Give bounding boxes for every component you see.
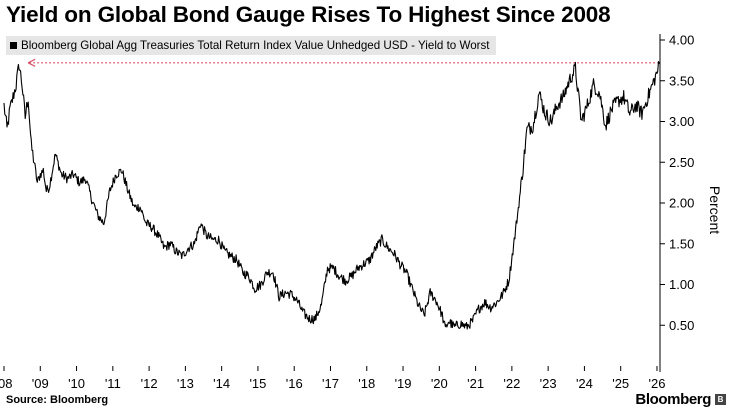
y-tick-label: 2.00: [669, 196, 694, 211]
y-tick-label: 4.00: [669, 33, 694, 48]
source-note: Source: Bloomberg: [6, 394, 109, 406]
brand-text: Bloomberg: [635, 391, 711, 408]
x-tick-label: '19: [395, 376, 412, 391]
y-axis: 4.00 3.50 3.00 2.50 2.00 1.50 1.00 0.50: [659, 33, 694, 372]
y-tick-label: 3.50: [669, 73, 694, 88]
x-tick-label: '09: [32, 376, 49, 391]
series-line: [3, 61, 661, 330]
x-tick-label: '17: [322, 376, 339, 391]
x-tick-label: '14: [213, 376, 230, 391]
y-tick-label: 1.50: [669, 236, 694, 251]
legend-label: Bloomberg Global Agg Treasuries Total Re…: [21, 39, 490, 52]
x-tick-label: '18: [358, 376, 375, 391]
x-tick-label: '24: [576, 376, 593, 391]
bloomberg-icon: B: [715, 394, 726, 405]
x-tick-label: '22: [503, 376, 520, 391]
x-tick-label: '23: [540, 376, 557, 391]
chart-title: Yield on Global Bond Gauge Rises To High…: [6, 2, 611, 27]
x-tick-label: '26: [649, 376, 666, 391]
y-tick-label: 2.50: [669, 155, 694, 170]
x-tick-label: '15: [249, 376, 266, 391]
legend: Bloomberg Global Agg Treasuries Total Re…: [6, 36, 496, 55]
x-axis: '08 '09 '10 '11 '12 '13 '14 '15 '16 '17 '18 '19 '20 '…: [0, 366, 665, 391]
x-tick-label: '16: [286, 376, 303, 391]
legend-swatch: [10, 42, 17, 49]
y-tick-label: 3.00: [669, 114, 694, 129]
x-tick-label: '08: [0, 376, 12, 391]
x-tick-label: '10: [68, 376, 85, 391]
y-tick-label: 0.50: [669, 318, 694, 333]
x-tick-label: '21: [467, 376, 484, 391]
plot-area: [3, 58, 661, 330]
x-tick-label: '25: [612, 376, 629, 391]
x-tick-label: '12: [141, 376, 158, 391]
reference-arrow: [27, 58, 36, 67]
y-axis-label: Percent: [707, 186, 723, 234]
y-tick-label: 1.00: [669, 277, 694, 292]
x-tick-label: '11: [105, 376, 121, 391]
x-tick-label: '20: [431, 376, 448, 391]
brand-logo: Bloomberg B: [635, 391, 726, 408]
x-tick-label: '13: [177, 376, 194, 391]
